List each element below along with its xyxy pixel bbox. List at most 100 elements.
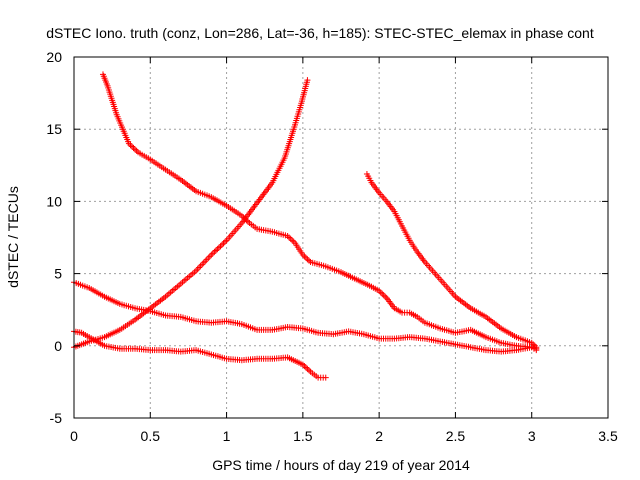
data-point (533, 344, 540, 351)
marker-fill (210, 352, 228, 362)
marker-fill (164, 167, 182, 182)
x-tick-label: 2.5 (446, 428, 466, 444)
x-tick-label: 3 (528, 428, 536, 444)
marker-fill (424, 320, 441, 331)
x-tick-label: 1 (223, 428, 231, 444)
axis-ticks: 0 0.5 1 1.5 2 2.5 3 3.5 -5 0 5 10 15 20 (46, 49, 618, 444)
marker-fill (407, 239, 419, 253)
marker-fill (484, 315, 503, 331)
marker-fill (194, 253, 213, 273)
marker-fill (164, 282, 183, 299)
marker-fill (95, 339, 106, 348)
marker-fill (385, 200, 397, 213)
marker-fill (302, 326, 319, 336)
marker-fill (454, 295, 472, 310)
marker-fill (469, 327, 487, 340)
marker-fill (80, 339, 91, 347)
y-tick-label: 5 (54, 266, 62, 282)
marker-fill (241, 322, 258, 333)
y-tick-label: 0 (54, 338, 62, 354)
marker-fill (301, 253, 312, 264)
chart-title: dSTEC Iono. truth (conz, Lon=286, Lat=-3… (46, 25, 594, 41)
marker-fill (248, 221, 259, 231)
data-point (208, 251, 215, 258)
marker-fill (180, 314, 197, 324)
marker-fill (149, 308, 167, 318)
series-track-1 (99, 71, 540, 352)
y-tick-label: 20 (46, 49, 62, 65)
marker-fill (100, 73, 110, 87)
marker-fill (209, 238, 228, 257)
y-axis-label: dSTEC / TECUs (5, 186, 21, 288)
marker-fill (500, 326, 518, 340)
marker-fill (309, 259, 327, 269)
marker-fill (377, 289, 389, 300)
marker-fill (369, 181, 381, 195)
marker-fill (485, 335, 502, 346)
y-tick-label: 10 (46, 193, 62, 209)
marker-fill (377, 191, 389, 203)
marker-fill (416, 315, 426, 325)
marker-fill (195, 189, 213, 200)
marker-fill (179, 178, 198, 193)
marker-fill (355, 277, 373, 289)
marker-fill (179, 269, 198, 286)
y-tick-label: -5 (50, 410, 63, 426)
marker-fill (401, 309, 411, 316)
marker-fill (365, 173, 374, 184)
marker-fill (118, 318, 137, 332)
marker-fill (149, 295, 167, 310)
marker-fill (240, 201, 259, 225)
marker-fill (127, 142, 140, 154)
marker-fill (298, 79, 310, 105)
marker-fill (385, 296, 397, 310)
marker-fill (119, 301, 136, 311)
marker-fill (114, 113, 125, 131)
marker-fill (225, 204, 243, 218)
marker-fill (291, 102, 304, 130)
marker-fill (80, 330, 91, 340)
marker-fill (446, 286, 457, 298)
marker-fill (225, 221, 244, 242)
marker-fill (271, 229, 289, 239)
series-track-4 (71, 328, 329, 381)
marker-fill (400, 225, 412, 242)
marker-fill (393, 306, 404, 315)
data-point (322, 374, 329, 381)
marker-fill (210, 195, 228, 208)
series-track-5 (363, 170, 540, 351)
marker-fill (88, 286, 106, 299)
x-tick-label: 0.5 (141, 428, 161, 444)
marker-fill (301, 363, 312, 374)
marker-fill (103, 327, 121, 340)
marker-fill (363, 331, 380, 341)
marker-fill (438, 278, 450, 290)
marker-fill (105, 84, 115, 102)
marker-fill (270, 157, 287, 184)
marker-fill (72, 328, 83, 336)
series-track-3 (71, 279, 540, 355)
marker-fill (530, 341, 538, 349)
marker-fill (431, 269, 442, 281)
marker-fill (255, 181, 275, 205)
marker-fill (324, 264, 342, 275)
marker-fill (286, 234, 297, 245)
plot-frame (73, 56, 609, 419)
data-point (304, 77, 311, 84)
marker-fill (109, 99, 120, 116)
marker-fill (317, 374, 327, 381)
x-tick-label: 1.5 (293, 428, 313, 444)
marker-fill (120, 128, 132, 145)
marker-fill (469, 306, 487, 319)
marker-fill (195, 347, 213, 357)
data-series (71, 71, 540, 381)
x-tick-label: 3.5 (598, 428, 618, 444)
marker-fill (282, 128, 296, 159)
marker-fill (309, 370, 320, 380)
marker-fill (88, 335, 98, 344)
marker-fill (286, 355, 304, 367)
marker-fill (103, 294, 121, 306)
data-point (528, 339, 535, 346)
